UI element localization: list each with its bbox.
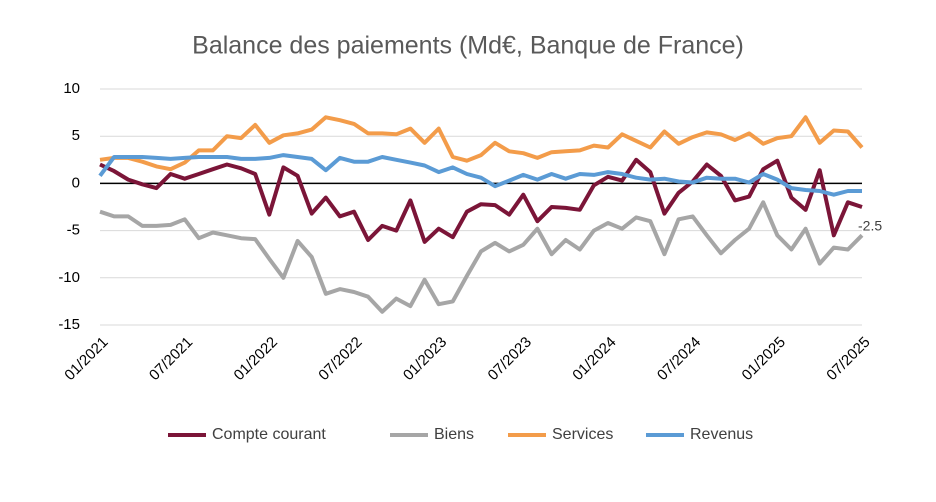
x-tick-label: 07/2023 bbox=[485, 334, 535, 384]
y-tick-label: 5 bbox=[72, 127, 80, 144]
x-tick-label: 01/2021 bbox=[61, 334, 111, 384]
y-tick-label: -5 bbox=[67, 222, 80, 239]
legend-label: Compte courant bbox=[212, 426, 326, 443]
x-tick-label: 07/2025 bbox=[823, 334, 873, 384]
y-tick-label: 0 bbox=[72, 174, 80, 191]
x-tick-label: 07/2022 bbox=[315, 334, 365, 384]
y-tick-label: -15 bbox=[58, 316, 80, 333]
series-line bbox=[99, 157, 863, 244]
data-label: -2.5 bbox=[858, 218, 882, 234]
series-line bbox=[99, 115, 864, 172]
x-tick-label: 01/2024 bbox=[569, 334, 619, 384]
y-tick-label: -10 bbox=[58, 269, 80, 286]
series-line bbox=[98, 153, 862, 197]
x-tick-label: 01/2022 bbox=[231, 334, 281, 384]
x-tick-label: 07/2024 bbox=[654, 334, 704, 384]
x-tick-label: 01/2025 bbox=[739, 334, 789, 384]
y-tick-label: 10 bbox=[63, 80, 80, 97]
legend-label: Biens bbox=[434, 426, 474, 443]
chart-title: Balance des paiements (Md€, Banque de Fr… bbox=[192, 32, 744, 60]
legend-label: Services bbox=[552, 426, 613, 443]
x-tick-label: 07/2021 bbox=[146, 334, 196, 384]
series-line bbox=[99, 200, 864, 314]
legend-label: Revenus bbox=[690, 426, 753, 443]
x-tick-label: 01/2023 bbox=[400, 334, 450, 384]
